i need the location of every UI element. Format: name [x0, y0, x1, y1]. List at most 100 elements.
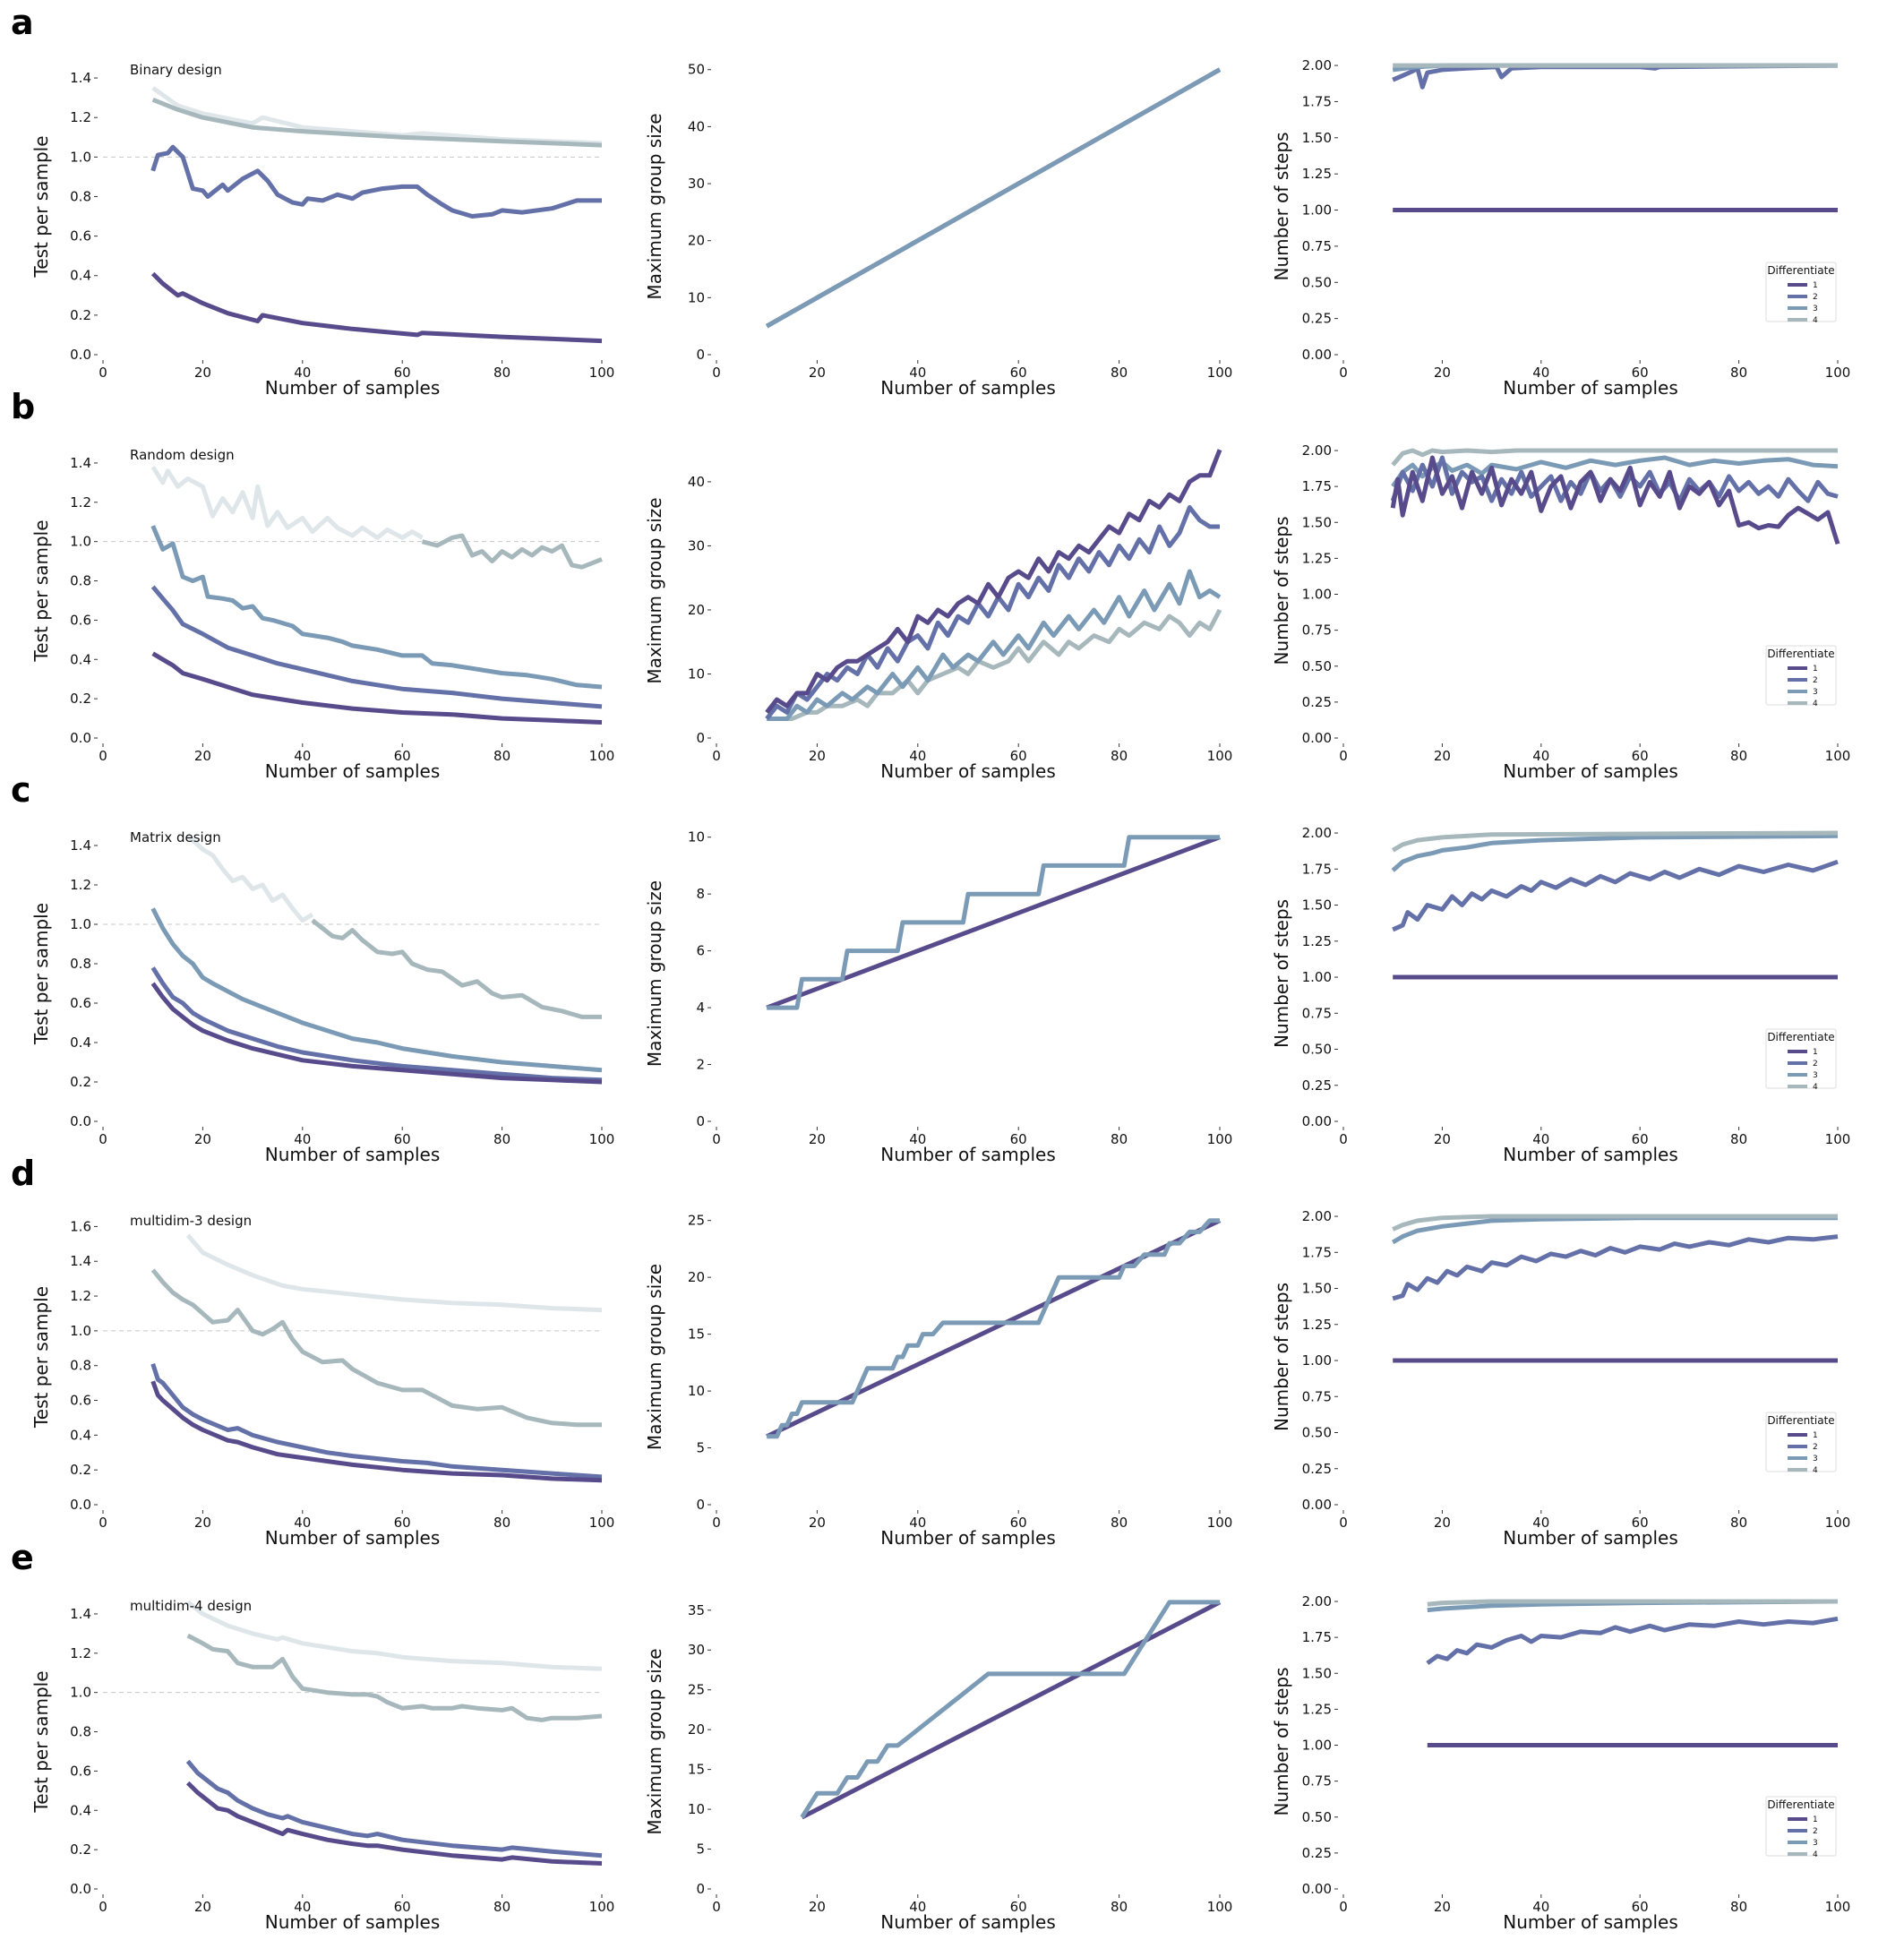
y-tick-label: 1.4 — [70, 70, 91, 86]
x-tick-label: 0 — [712, 1131, 721, 1147]
y-tick-label: 1.0 — [70, 149, 91, 165]
x-tick-label: 60 — [394, 1899, 411, 1915]
y-tick-label: 0.8 — [70, 573, 91, 589]
y-tick-label: 2 — [696, 1057, 705, 1073]
legend-label-2: 2 — [1813, 676, 1818, 685]
panel-c-2: 0 20 40 60 80 100 0 2 4 6 8 10 Number of samples Maxi… — [644, 829, 1232, 1165]
legend-label-3: 3 — [1813, 1455, 1818, 1463]
y-tick-label: 0.50 — [1302, 274, 1332, 290]
y-tick-label: 1.25 — [1302, 1317, 1332, 1333]
y-tick-label: 0.75 — [1302, 1773, 1332, 1790]
y-tick-label: 0.8 — [70, 956, 91, 972]
y-tick-label: 10 — [688, 1801, 705, 1817]
y-tick-label: 1.2 — [70, 109, 91, 125]
x-axis-label: Number of samples — [265, 377, 440, 399]
series-line-2 — [150, 585, 603, 709]
y-tick-label: 0.00 — [1302, 1113, 1332, 1129]
legend-title: Differentiate — [1767, 1031, 1834, 1043]
x-axis-label: Number of samples — [1503, 1144, 1677, 1165]
x-tick-label: 20 — [194, 1899, 211, 1915]
y-tick-label: 1.25 — [1302, 550, 1332, 566]
panel-e-2: 0 20 40 60 80 100 0 5 10 15 20 25 30 35 Number of samp… — [644, 1600, 1232, 1933]
series-line-2 — [185, 1759, 603, 1858]
x-tick-label: 40 — [1532, 1131, 1549, 1147]
series-line-1 — [150, 982, 603, 1085]
series-line-1 — [150, 271, 603, 344]
legend-label-2: 2 — [1813, 293, 1818, 302]
series-line-4 — [421, 533, 603, 570]
series-line-1 — [765, 449, 1222, 714]
x-tick-label: 0 — [1339, 748, 1348, 764]
series-line-1 — [801, 1600, 1222, 1820]
x-tick-label: 80 — [1111, 1899, 1128, 1915]
x-tick-label: 80 — [1111, 1131, 1128, 1147]
x-tick-label: 80 — [1730, 748, 1747, 764]
x-tick-label: 20 — [194, 1515, 211, 1531]
series-line-5 — [151, 86, 603, 146]
y-tick-label: 0 — [696, 347, 705, 363]
legend-label-3: 3 — [1813, 1839, 1818, 1848]
legend-label-2: 2 — [1813, 1827, 1818, 1836]
y-tick-label: 0.25 — [1302, 1845, 1332, 1861]
x-tick-label: 60 — [1632, 1899, 1649, 1915]
legend: Differentiate 1 2 3 4 — [1765, 1796, 1837, 1859]
series-line-4 — [1392, 1214, 1838, 1232]
series-line-5 — [185, 1233, 603, 1313]
legend: Differentiate 1 2 3 4 — [1765, 645, 1837, 708]
x-tick-label: 40 — [294, 1515, 311, 1531]
y-axis-label: Test per sample — [30, 519, 52, 662]
y-tick-label: 1.0 — [70, 1685, 91, 1701]
design-label: Random design — [130, 447, 235, 463]
y-tick-label: 1.2 — [70, 494, 91, 511]
x-tick-label: 20 — [194, 365, 211, 381]
x-tick-label: 40 — [909, 1515, 926, 1531]
x-tick-label: 40 — [909, 1131, 926, 1147]
series-line-2 — [1392, 63, 1839, 90]
y-tick-label: 5 — [696, 1841, 705, 1858]
legend-label-2: 2 — [1813, 1443, 1818, 1452]
x-axis-label: Number of samples — [880, 1911, 1055, 1933]
x-tick-label: 100 — [1207, 1515, 1233, 1531]
panel-d-1: 0 20 40 60 80 100 0.0 0.2 0.4 0.6 0.8 1.0 1.2 1.4 1.6 N… — [30, 1213, 614, 1549]
y-tick-label: 0.2 — [70, 691, 91, 707]
x-tick-label: 20 — [1434, 1515, 1451, 1531]
y-tick-label: 1.25 — [1302, 1701, 1332, 1717]
series-line-4 — [311, 918, 602, 1019]
x-tick-label: 100 — [1825, 1515, 1851, 1531]
y-tick-label: 10 — [688, 289, 705, 305]
panel-b-3: 0 20 40 60 80 100 0.00 0.25 0.50 0.75 1.00 1.25 1.50… — [1271, 442, 1850, 782]
x-tick-label: 60 — [394, 1515, 411, 1531]
y-axis-label: Test per sample — [30, 1670, 52, 1813]
y-tick-label: 1.25 — [1302, 933, 1332, 949]
y-tick-label: 0.75 — [1302, 622, 1332, 639]
panel-letter-e: e — [11, 1538, 34, 1577]
series-line-3 — [767, 569, 1222, 721]
y-axis-label: Maximum group size — [644, 1648, 665, 1834]
y-tick-label: 1.0 — [70, 534, 91, 550]
x-axis-label: Number of samples — [880, 377, 1055, 399]
legend-title: Differentiate — [1767, 648, 1834, 660]
y-tick-label: 0 — [696, 1113, 705, 1129]
y-tick-label: 40 — [688, 474, 705, 490]
y-tick-label: 0.75 — [1302, 1388, 1332, 1404]
y-tick-label: 1.00 — [1302, 1352, 1332, 1369]
y-tick-label: 15 — [688, 1762, 705, 1778]
legend-label-1: 1 — [1813, 1048, 1818, 1057]
x-tick-label: 60 — [1010, 365, 1027, 381]
series-line-3 — [150, 525, 603, 690]
series-line-2 — [1392, 1234, 1839, 1301]
x-axis-label: Number of samples — [265, 760, 440, 782]
y-tick-label: 20 — [688, 233, 705, 249]
x-tick-label: 80 — [1111, 748, 1128, 764]
y-tick-label: 0.25 — [1302, 694, 1332, 710]
y-tick-label: 6 — [696, 943, 705, 959]
y-tick-label: 50 — [688, 62, 705, 78]
series-line-2 — [150, 966, 603, 1083]
y-tick-label: 1.50 — [1302, 897, 1332, 914]
x-axis-label: Number of samples — [1503, 760, 1677, 782]
panel-letter-b: b — [11, 387, 35, 426]
series-line-5 — [186, 1600, 603, 1671]
x-tick-label: 60 — [1010, 1131, 1027, 1147]
y-tick-label: 1.4 — [70, 1253, 91, 1269]
